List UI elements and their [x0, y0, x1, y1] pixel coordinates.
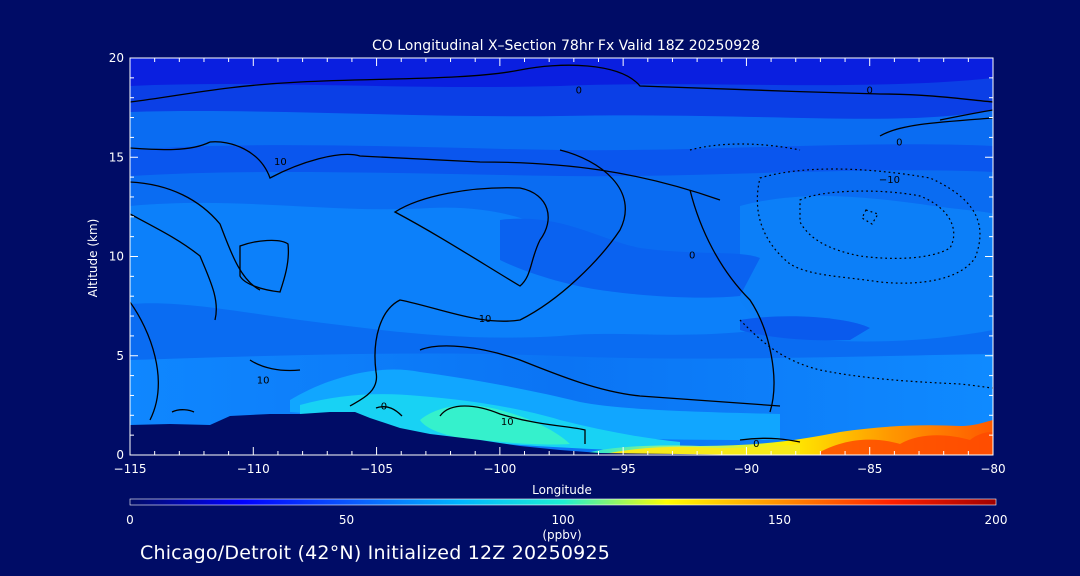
colorbar-tick-label: 50	[339, 513, 354, 527]
contour-label: 0	[689, 250, 695, 261]
y-tick-label: 10	[109, 250, 124, 264]
y-axis: 0 5 10 15 20	[109, 51, 993, 462]
footer-note: Chicago/Detroit (42°N) Initialized 12Z 2…	[140, 542, 611, 564]
contour-label: 0	[381, 401, 387, 412]
x-axis: −115 −110 −105 −100 −95 −90 −85 −80	[114, 58, 1006, 476]
chart-title: CO Longitudinal X–Section 78hr Fx Valid …	[372, 38, 760, 54]
contour-label: 0	[753, 439, 759, 450]
x-tick-label: −105	[360, 462, 393, 476]
y-tick-label: 20	[109, 51, 124, 65]
contour-label: 0	[576, 86, 582, 97]
colorbar-tick-label: 0	[126, 513, 134, 527]
colorbar	[129, 498, 997, 506]
x-tick-label: −80	[980, 462, 1005, 476]
colorbar-tick-label: 100	[552, 513, 575, 527]
x-tick-label: −95	[610, 462, 635, 476]
x-tick-label: −90	[734, 462, 759, 476]
x-tick-label: −85	[857, 462, 882, 476]
colorbar-tick-label: 200	[985, 513, 1008, 527]
colorbar-label: (ppbv)	[542, 528, 581, 542]
contour-label: 0	[867, 86, 873, 97]
y-axis-label: Altitude (km)	[86, 219, 100, 298]
concentration-field	[130, 58, 993, 455]
contour-label: −10	[879, 175, 900, 186]
y-tick-label: 5	[116, 349, 124, 363]
colorbar-tick-label: 150	[768, 513, 791, 527]
contour-labels: 0 0 0 10 −10 0 10 10 0 10 0	[257, 86, 903, 450]
colorbar-ticks: 0 50 100 150 200	[126, 513, 1007, 527]
contour-label: 0	[896, 137, 902, 148]
contour-label: 10	[479, 314, 492, 325]
x-tick-label: −110	[237, 462, 270, 476]
contour-label: 10	[274, 157, 287, 168]
y-tick-label: 0	[116, 448, 124, 462]
contour-label: 10	[501, 417, 514, 428]
x-tick-label: −100	[483, 462, 516, 476]
y-tick-label: 15	[109, 150, 124, 164]
x-axis-label: Longitude	[532, 483, 592, 497]
contour-label: 10	[257, 376, 270, 387]
x-tick-label: −115	[114, 462, 147, 476]
